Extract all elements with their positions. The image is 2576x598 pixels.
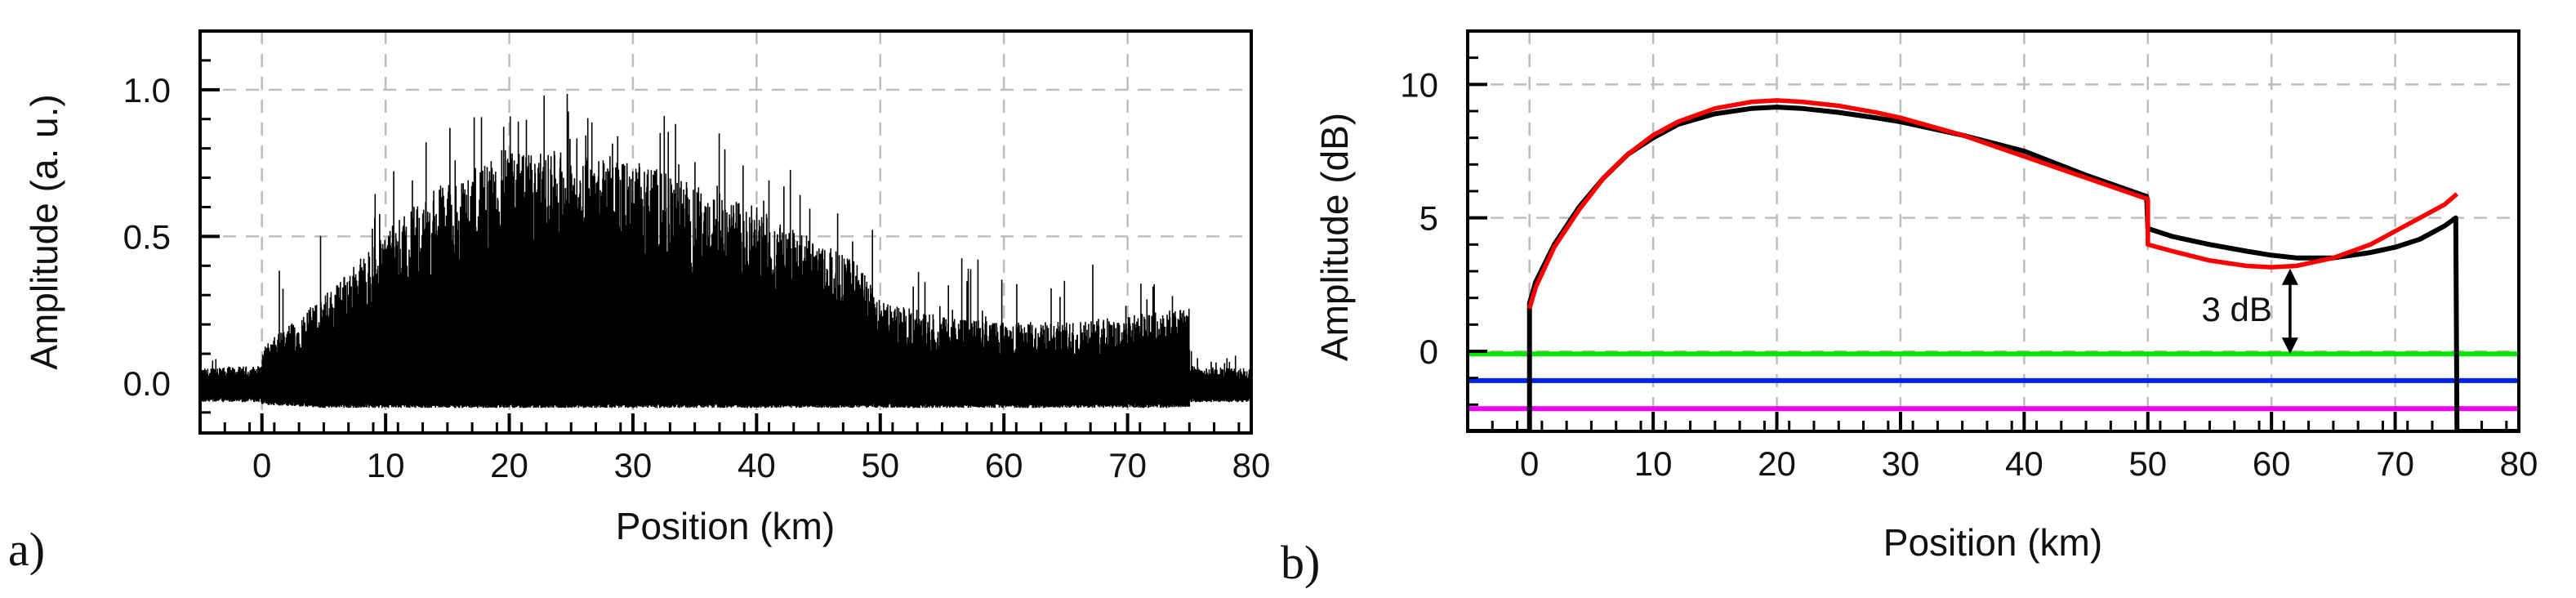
panel-a-x-tick-labels: 0 10 20 30 40 50 60 70 80 — [252, 446, 1270, 484]
panel-b-y-tick-label-2: 10 — [1400, 65, 1438, 104]
panel-b-grid — [1468, 31, 2520, 431]
panel-b-annotation: 3 dB — [2201, 268, 2298, 355]
panel-a-y-tick-label-0: 0.0 — [123, 364, 171, 403]
panel-a-y-axis-title: Amplitude (a. u.) — [23, 94, 65, 369]
panel-a-x-tick-label-5: 50 — [861, 446, 899, 484]
panel-a-x-tick-label-3: 30 — [614, 446, 653, 484]
panel-a-x-tick-label-0: 0 — [252, 446, 271, 484]
panel-b-x-tick-label-1: 10 — [1634, 444, 1673, 483]
panel-b-x-tick-label-7: 70 — [2376, 444, 2414, 483]
panel-b-x-axis-title: Position (km) — [1883, 521, 2102, 564]
panel-b-x-tick-label-3: 30 — [1882, 444, 1920, 483]
panel-a-chart: 0 10 20 30 40 50 60 70 80 0.0 0.5 1.0 Position (km… — [8, 29, 1270, 576]
panel-a-series — [200, 94, 1251, 408]
panel-b-y-axis-title: Amplitude (dB) — [1313, 113, 1356, 361]
panel-a-x-tick-label-7: 70 — [1108, 446, 1147, 484]
panel-b-frame — [1466, 29, 2520, 433]
panel-b-y-tick-labels: 0 5 10 — [1400, 65, 1438, 371]
panel-a-amplitude-trace — [200, 94, 1251, 408]
panel-a-frame — [198, 29, 1253, 435]
panel-b-fit-line — [1527, 98, 2459, 310]
panel-b-x-tick-label-4: 40 — [2005, 444, 2043, 483]
panel-b-3db-arrow-head-bottom — [2281, 337, 2298, 355]
panel-b-x-tick-label-5: 50 — [2128, 444, 2167, 483]
panel-b-x-tick-label-8: 80 — [2500, 444, 2538, 483]
panel-b-3db-arrow-head-top — [2281, 268, 2298, 285]
panel-a-x-tick-label-4: 40 — [738, 446, 776, 484]
panel-b-y-tick-label-1: 5 — [1419, 199, 1438, 238]
panel-b-x-tick-label-2: 20 — [1758, 444, 1796, 483]
panel-b-ticks — [1466, 29, 2520, 433]
panel-b-3db-label: 3 dB — [2201, 290, 2271, 328]
panel-a-y-tick-label-1: 0.5 — [123, 217, 171, 256]
panel-a-label: a) — [8, 523, 45, 576]
panel-a-x-tick-label-2: 20 — [490, 446, 528, 484]
panel-b-x-tick-labels: 0 10 20 30 40 50 60 70 80 — [1520, 444, 2538, 483]
panel-a-x-tick-label-1: 10 — [367, 446, 405, 484]
panel-a-x-axis-title: Position (km) — [616, 505, 835, 547]
panel-b-chart: 0 10 20 30 40 50 60 70 80 0 5 10 3 dB Position (km… — [1281, 29, 2538, 589]
panel-a-y-tick-label-2: 1.0 — [123, 71, 171, 109]
panel-b-label: b) — [1281, 536, 1320, 589]
panel-b-y-tick-label-0: 0 — [1419, 332, 1438, 371]
panel-a-ticks — [198, 29, 1253, 433]
panel-b-x-tick-label-6: 60 — [2253, 444, 2291, 483]
panel-b-x-tick-label-0: 0 — [1520, 444, 1539, 483]
panel-a-x-tick-label-8: 80 — [1232, 446, 1271, 484]
panel-a-x-tick-label-6: 60 — [985, 446, 1023, 484]
panel-a-y-tick-labels: 0.0 0.5 1.0 — [123, 71, 171, 403]
panel-b-series — [1468, 98, 2519, 431]
